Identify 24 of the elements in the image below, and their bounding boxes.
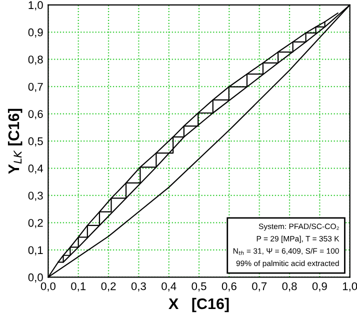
x-tick-label: 1,0: [342, 282, 357, 292]
x-tick-label: 0,9: [312, 282, 327, 292]
y-tick-label: 0,8: [28, 56, 43, 65]
y-tick-label: 0,1: [28, 246, 43, 256]
x-tick-label: 0,0: [40, 282, 56, 292]
x-tick-label: 0,1: [71, 282, 86, 292]
x-tick-label: 0,6: [222, 282, 236, 292]
x-tick-label: 0,5: [192, 282, 206, 292]
y-tick-label: 0,7: [28, 82, 43, 92]
y-tick-label: 0,5: [28, 137, 43, 146]
y-tick-label: 0,4: [28, 164, 44, 174]
y-tick-label: 1,0: [28, 1, 43, 10]
y-tick-label: 0,2: [28, 218, 43, 228]
x-tick-label: 0,4: [162, 282, 176, 292]
y-tick-label: 0,0: [28, 273, 43, 283]
y-tick-label: 0,6: [28, 110, 43, 120]
x-axis-title: X [C16]: [168, 298, 229, 312]
y-tick-label: 0,9: [28, 28, 43, 38]
y-axis-title: Y$_{LK}$ [C16]: [8, 108, 22, 174]
x-tick-label: 0,2: [101, 282, 116, 292]
x-tick-label: 0,8: [282, 282, 297, 292]
y-tick-label: 0,3: [28, 192, 43, 201]
x-tick-label: 0,3: [131, 282, 146, 292]
x-tick-label: 0,7: [252, 282, 267, 292]
